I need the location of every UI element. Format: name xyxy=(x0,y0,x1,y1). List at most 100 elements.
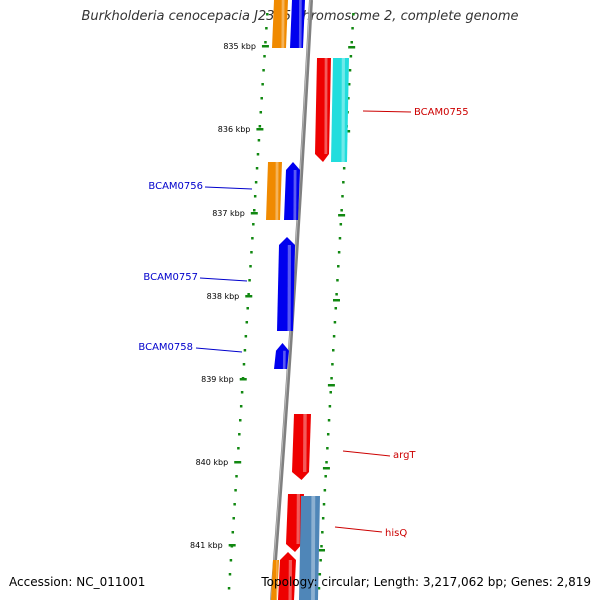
leader-line-BCAM0756 xyxy=(204,186,253,190)
gene-BCAM0758-shade xyxy=(282,350,286,369)
leader-line-hisQ xyxy=(334,526,383,533)
inner-scale-dot xyxy=(252,223,255,226)
scale-label: 836 kbp xyxy=(218,125,251,134)
outer-scale-dot xyxy=(349,55,353,58)
outer-scale-dot xyxy=(338,237,342,240)
orange-cds-BCAM0756 xyxy=(266,162,282,220)
gene-BCAM0755-shade xyxy=(324,58,328,154)
outer-scale-dot xyxy=(340,209,343,212)
leader-line-BCAM0755 xyxy=(362,110,412,113)
outer-scale-dot xyxy=(333,321,337,324)
inner-scale-dot xyxy=(260,97,263,100)
inner-scale-dot xyxy=(231,531,235,534)
red-gene-bottom-shade xyxy=(288,560,292,600)
inner-scale-dot xyxy=(239,419,242,422)
inner-scale-dot xyxy=(250,251,253,254)
inner-scale-dot xyxy=(249,265,252,268)
orange-cds-BCAM0756-shade xyxy=(275,162,279,220)
outer-scale-dot xyxy=(329,391,332,394)
outer-scale-dot xyxy=(351,27,354,30)
outer-scale-dot xyxy=(336,279,339,282)
outer-scale-dot xyxy=(347,97,350,100)
inner-scale-dot xyxy=(259,111,263,114)
inner-scale-dot xyxy=(257,139,261,142)
inner-scale-dot xyxy=(266,13,269,16)
outer-scale-dot xyxy=(321,531,324,534)
steelblue-cds-hisQ-shade xyxy=(311,496,316,600)
inner-scale-dot xyxy=(228,573,232,576)
outer-scale-dot xyxy=(332,335,336,338)
scale-label: 841 kbp xyxy=(190,541,223,550)
inner-scale-dot xyxy=(254,181,258,184)
major-tick xyxy=(245,295,253,298)
outer-scale-dot xyxy=(334,307,338,310)
inner-scale-dot xyxy=(256,153,260,156)
outer-scale-dot xyxy=(320,545,323,548)
outer-scale-dot xyxy=(319,559,322,562)
outer-scale-dot xyxy=(326,447,329,450)
outer-major-tick xyxy=(348,46,356,49)
outer-scale-dot xyxy=(337,251,341,254)
outer-scale-dot xyxy=(328,405,332,408)
gene-BCAM0756 xyxy=(284,162,300,220)
accession-text: Accession: NC_011001 xyxy=(9,575,146,589)
blue-gene-top xyxy=(290,0,305,48)
steelblue-cds-hisQ xyxy=(299,496,320,600)
outer-scale-dot xyxy=(322,503,326,506)
scale-label: 837 kbp xyxy=(212,209,245,218)
gene-label-BCAM0758: BCAM0758 xyxy=(138,342,193,353)
major-tick xyxy=(234,461,242,464)
outer-scale-dot xyxy=(352,13,355,16)
outer-major-tick xyxy=(327,384,335,387)
outer-scale-dot xyxy=(330,377,333,380)
gene-argT-shade xyxy=(303,414,307,472)
inner-scale-dot xyxy=(237,447,240,450)
outer-scale-dot xyxy=(332,349,335,352)
inner-scale-dot xyxy=(264,41,267,44)
gene-hisQ xyxy=(286,494,304,552)
scale-label: 840 kbp xyxy=(196,458,229,467)
outer-major-tick xyxy=(333,299,340,302)
orange-cds-bottom xyxy=(271,560,279,600)
inner-scale-dot xyxy=(246,307,249,310)
outer-major-tick xyxy=(322,467,330,470)
outer-scale-dot xyxy=(342,181,345,184)
inner-scale-dot xyxy=(261,83,264,86)
outer-scale-dot xyxy=(318,573,322,576)
inner-scale-dot xyxy=(238,433,241,436)
outer-scale-dot xyxy=(321,517,325,520)
inner-scale-dot xyxy=(247,293,250,296)
major-tick xyxy=(250,212,258,215)
inner-scale-dot xyxy=(251,237,254,240)
outer-scale-dot xyxy=(342,167,346,170)
inner-scale-dot xyxy=(253,195,257,198)
leader-line-BCAM0757 xyxy=(199,277,248,282)
inner-scale-dot xyxy=(234,489,237,492)
inner-scale-dot xyxy=(244,335,248,338)
outer-scale-dot xyxy=(331,363,334,366)
scale-label: 835 kbp xyxy=(223,42,256,51)
major-tick xyxy=(239,378,247,381)
inner-scale-dot xyxy=(262,69,265,72)
gene-label-BCAM0756: BCAM0756 xyxy=(148,181,203,192)
red-gene-bottom xyxy=(278,552,296,600)
inner-scale-dot xyxy=(245,321,249,324)
outer-scale-dot xyxy=(339,223,343,226)
gene-label-argT: argT xyxy=(393,450,416,461)
cyan-cds-BCAM0755-shade xyxy=(341,58,345,162)
cyan-cds-BCAM0755 xyxy=(331,58,349,162)
major-tick xyxy=(261,45,269,48)
outer-scale-dot xyxy=(350,41,353,44)
outer-scale-dot xyxy=(337,265,340,268)
outer-scale-dot xyxy=(324,475,327,478)
outer-scale-dot xyxy=(327,419,331,422)
leader-line-BCAM0758 xyxy=(195,347,243,353)
inner-scale-dot xyxy=(258,125,262,128)
outer-scale-dot xyxy=(325,461,328,464)
inner-scale-dot xyxy=(233,503,236,506)
outer-scale-dot xyxy=(326,433,330,436)
genome-summary-text: Topology: circular; Length: 3,217,062 bp… xyxy=(261,575,591,589)
gene-label-hisQ: hisQ xyxy=(385,528,407,539)
